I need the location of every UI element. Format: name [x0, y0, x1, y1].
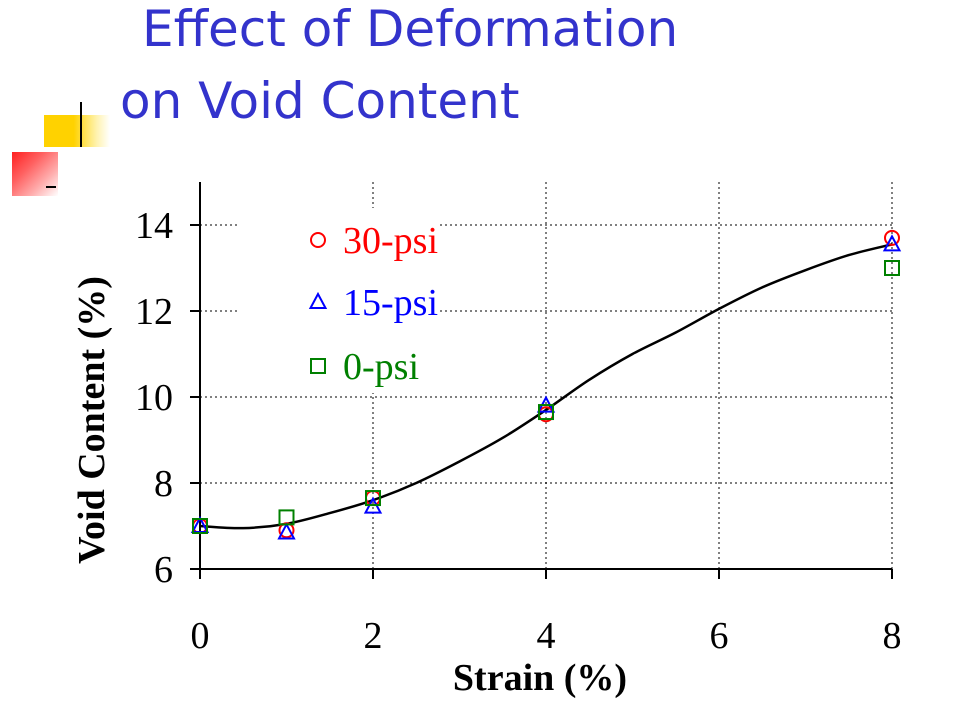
x-tick-label: 6: [710, 615, 729, 657]
y-tick-label: 10: [135, 377, 173, 419]
data-point-square: [884, 260, 900, 276]
slide-title: Effect of Deformation on Void Content: [0, 0, 960, 140]
y-tick-label: 12: [135, 291, 173, 333]
data-point-square: [278, 509, 295, 526]
data-point-square: [538, 404, 554, 421]
legend-marker-square: [310, 358, 326, 374]
title-line-2: on Void Content: [120, 72, 520, 130]
x-tick-label: 8: [883, 615, 902, 657]
data-point-circle: [884, 229, 900, 246]
legend-label: 15-psi: [343, 282, 438, 324]
legend-marker-circle: [310, 232, 326, 248]
title-line-1: Effect of Deformation: [142, 0, 679, 58]
x-axis-title: Strain (%): [453, 657, 627, 699]
tick-labels: 0 2 4 6 8 6 8 10 12 14: [135, 205, 902, 657]
data-point-triangle: [277, 522, 296, 540]
legend-label: 30-psi: [343, 220, 438, 262]
legend-background: [238, 208, 438, 393]
y-tick-label: 8: [154, 463, 173, 505]
y-tick-label: 6: [154, 549, 173, 591]
data-point-triangle: [882, 234, 902, 252]
y-axis-title: Void Content (%): [71, 276, 113, 564]
decorative-yellow-block: [44, 115, 110, 147]
fit-curve-layer: [199, 243, 893, 530]
legend: 30-psi 15-psi 0-psi: [238, 208, 438, 393]
data-point-square: [192, 518, 208, 534]
fit-curve-line: [199, 243, 893, 530]
decorative-vertical-rule: [80, 102, 82, 147]
y-tick-label: 14: [135, 205, 173, 247]
data-points: [190, 229, 902, 540]
axes: [190, 182, 893, 579]
decorative-horizontal-rule: [46, 186, 56, 188]
x-tick-label: 2: [364, 615, 383, 657]
x-tick-label: 4: [537, 615, 556, 657]
decorative-red-block: [12, 152, 58, 196]
legend-marker-triangle: [308, 291, 328, 309]
x-tick-label: 0: [191, 615, 210, 657]
data-point-square: [365, 490, 381, 507]
legend-label: 0-psi: [343, 346, 419, 388]
